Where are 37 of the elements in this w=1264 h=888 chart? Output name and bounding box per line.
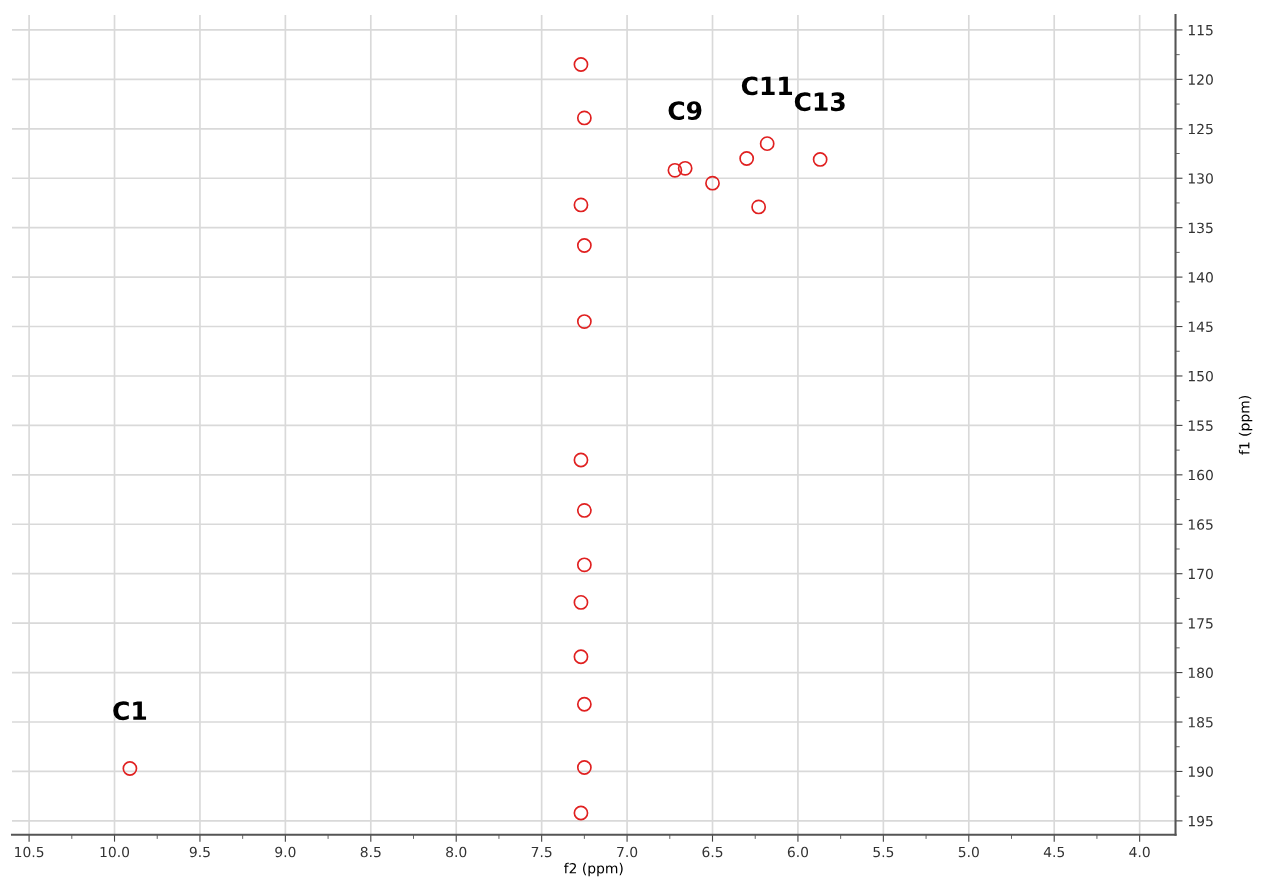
annotation: C1 <box>113 701 147 721</box>
x-tick-label: 10.5 <box>15 846 44 858</box>
x-axis-title: f2 (ppm) <box>564 862 623 877</box>
x-tick-label: 6.0 <box>787 846 809 858</box>
y-tick-label: 140 <box>1188 272 1213 283</box>
y-tick-label: 150 <box>1188 370 1213 382</box>
x-tick-label: 9.0 <box>275 846 296 858</box>
y-axis-title: f1 (ppm) <box>1238 396 1253 455</box>
y-tick-label: 160 <box>1188 469 1213 481</box>
x-tick-label: 7.0 <box>617 846 638 858</box>
y-tick-label: 195 <box>1188 815 1213 827</box>
x-tick-label: 7.5 <box>531 846 552 858</box>
x-tick-label: 9.5 <box>189 846 210 858</box>
y-tick-label: 145 <box>1188 321 1213 333</box>
x-tick-label: 10.0 <box>100 846 130 858</box>
x-tick-label: 4.0 <box>1129 846 1150 858</box>
x-tick-label: 6.5 <box>702 846 723 858</box>
y-tick-label: 135 <box>1188 222 1213 234</box>
y-tick-label: 130 <box>1188 173 1213 184</box>
y-tick-label: 155 <box>1188 420 1213 431</box>
x-tick-label: 4.5 <box>1043 846 1065 858</box>
annotation: C11 <box>741 76 793 96</box>
y-tick-label: 185 <box>1188 716 1213 728</box>
y-tick-label: 165 <box>1188 519 1213 530</box>
y-tick-label: 125 <box>1188 123 1213 135</box>
annotation: C9 <box>668 101 702 121</box>
y-tick-label: 120 <box>1188 74 1213 85</box>
x-tick-label: 8.5 <box>360 846 381 858</box>
x-tick-label: 8.0 <box>446 846 467 858</box>
y-tick-label: 180 <box>1188 667 1213 679</box>
annotation: C13 <box>794 92 845 112</box>
x-tick-label: 5.5 <box>873 846 894 858</box>
x-tick-label: 5.0 <box>958 846 979 858</box>
y-tick-label: 175 <box>1188 618 1213 629</box>
y-tick-label: 190 <box>1188 766 1213 777</box>
y-tick-label: 115 <box>1188 25 1213 36</box>
y-tick-label: 170 <box>1188 568 1213 580</box>
